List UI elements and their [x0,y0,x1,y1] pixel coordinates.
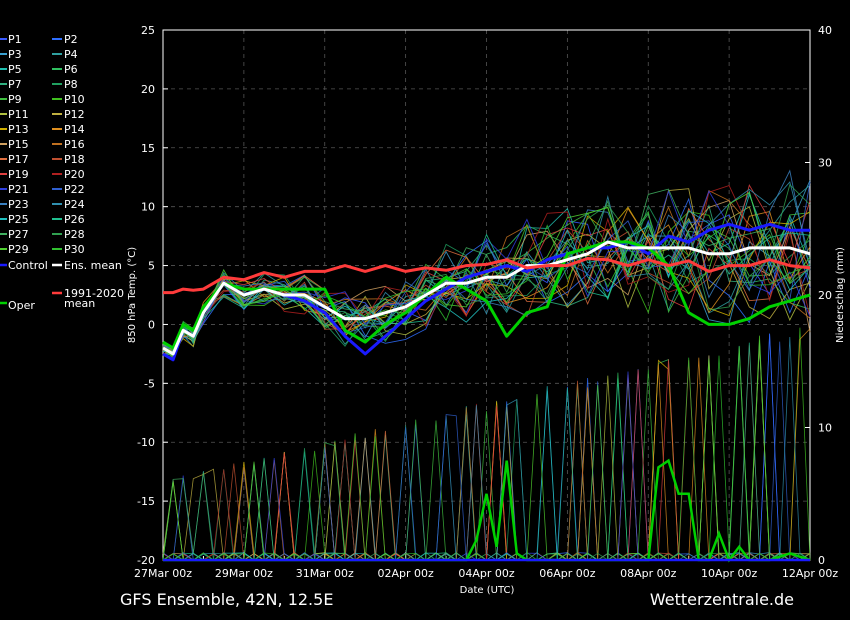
legend-label-p26: P26 [64,213,85,226]
legend-label-p2: P2 [64,33,78,46]
legend-label-p10: P10 [64,93,85,106]
x-tick-label: 08Apr 00z [620,567,677,580]
legend-label-p11: P11 [8,108,29,121]
x-tick-label: 02Apr 00z [377,567,434,580]
legend-label-p15: P15 [8,138,29,151]
legend-label-p18: P18 [64,153,85,166]
y-tick-label: 0 [148,318,155,331]
legend-label-p22: P22 [64,183,85,196]
y2-tick-label: 10 [818,422,832,435]
legend-label-clim-2: mean [64,297,95,310]
member-precip-line [163,374,811,561]
y-axis-label: 850 hPa Temp. (°C) [127,247,138,343]
x-tick-label: 31Mar 00z [296,567,354,580]
member-temp-line [162,207,811,351]
legend-label-p17: P17 [8,153,29,166]
legend-label-p30: P30 [64,243,85,256]
legend-label-p27: P27 [8,228,29,241]
x-axis: 27Mar 00z 29Mar 00z 31Mar 00z 02Apr 00z 04Ap… [134,552,838,580]
legend-label-control: Control [8,259,48,272]
legend-label-p14: P14 [64,123,85,136]
legend-label-p12: P12 [64,108,85,121]
precip-line-oper [163,458,811,563]
legend-label-p16: P16 [64,138,85,151]
x-tick-label: 06Apr 00z [539,567,596,580]
y2-axis-label: Niederschlag (mm) [835,247,846,343]
y-axis: 25 20 15 10 5 0 -5 -10 -15 -20 [137,24,168,567]
y-tick-label: 25 [141,24,155,37]
y-tick-label: -20 [137,554,155,567]
y-tick-label: 5 [148,260,155,273]
x-tick-label: 12Apr 00z [782,567,839,580]
legend-label-p5: P5 [8,63,22,76]
legend-label-p24: P24 [64,198,85,211]
legend-label-ens-mean: Ens. mean [64,259,122,272]
main-series [162,222,811,362]
y-tick-label: -15 [137,495,155,508]
legend-label-p8: P8 [64,78,78,91]
legend-label-clim-1: 1991-2020 [64,287,124,300]
footer-model-info: GFS Ensemble, 42N, 12.5E [120,590,333,609]
y2-tick-label: 20 [818,289,832,302]
member-temp-line [162,193,811,353]
legend-label-p19: P19 [8,168,29,181]
y-tick-label: 20 [141,83,155,96]
series-line-ens-mean [162,240,811,356]
legend-label-p3: P3 [8,48,22,61]
y2-axis: 40 30 20 10 0 [805,24,832,567]
x-tick-label: 27Mar 00z [134,567,192,580]
y-tick-label: 10 [141,201,155,214]
x-axis-label: Date (UTC) [460,585,515,596]
y2-tick-label: 0 [818,554,825,567]
series-line-1991-2020-mean [163,257,811,295]
legend-label-p25: P25 [8,213,29,226]
member-precip-line [162,375,810,561]
member-temp-line [162,191,811,358]
legend-label-p29: P29 [8,243,29,256]
legend: P1 P2 P3 P4 P5 P6 P7 P8 P9 P10 P11 P12 P… [0,33,124,312]
y-tick-label: -10 [137,436,155,449]
legend-label-p28: P28 [64,228,85,241]
series-line-oper [162,240,811,350]
y-tick-label: 15 [141,142,155,155]
x-tick-label: 04Apr 00z [458,567,515,580]
x-tick-label: 10Apr 00z [701,567,758,580]
legend-label-p20: P20 [64,168,85,181]
legend-label-oper: Oper [8,299,35,312]
y2-tick-label: 30 [818,157,832,170]
legend-label-p13: P13 [8,123,29,136]
legend-label-p23: P23 [8,198,29,211]
legend-label-p6: P6 [64,63,78,76]
x-tick-label: 29Mar 00z [215,567,273,580]
legend-label-p9: P9 [8,93,22,106]
y2-tick-label: 40 [818,24,832,37]
legend-label-p4: P4 [64,48,78,61]
chart-title: Rome (IT) 850 hPa Temp. & Niederschlag |… [172,3,698,22]
footer-site: Wetterzentrale.de [650,590,794,609]
member-temp-line [162,206,811,352]
legend-label-p21: P21 [8,183,29,196]
legend-label-p1: P1 [8,33,22,46]
legend-label-p7: P7 [8,78,22,91]
y-tick-label: -5 [144,377,155,390]
precipitation-lines [163,458,811,563]
legend-members: P1 P2 P3 P4 P5 P6 P7 P8 P9 P10 P11 P12 P… [0,33,85,256]
